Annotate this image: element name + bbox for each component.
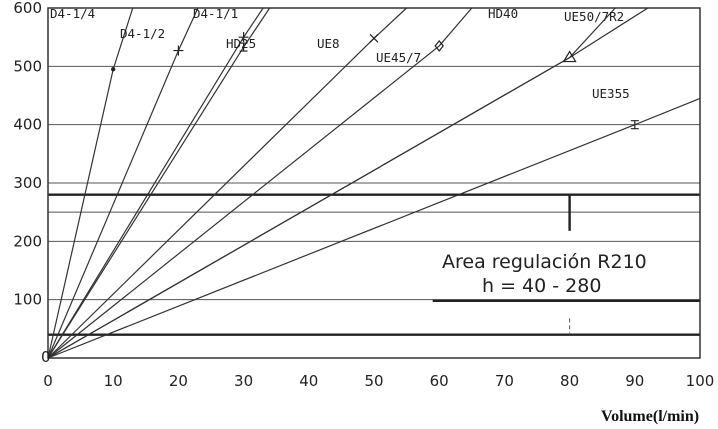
- marker-8: [630, 120, 639, 130]
- area-range: h = 40 - 280: [482, 275, 601, 297]
- series-line-7: [47, 7, 649, 359]
- x-tick-80: 80: [560, 372, 579, 390]
- x-tick-90: 90: [625, 372, 644, 390]
- x-tick-20: 20: [169, 372, 188, 390]
- x-tick-70: 70: [495, 372, 514, 390]
- x-tick-50: 50: [364, 372, 383, 390]
- y-tick-600: 600: [13, 0, 42, 17]
- y-tick-400: 400: [13, 116, 42, 134]
- series-markers: [111, 32, 639, 130]
- marker-5: [434, 39, 444, 52]
- series-label-3: HD25: [226, 36, 256, 51]
- series-label-4: UE8: [317, 36, 340, 51]
- marker-3: [239, 42, 248, 52]
- y-tick-labels: 100 200 300 400 500 600: [13, 0, 42, 309]
- x-tick-60: 60: [430, 372, 449, 390]
- plot-frame: [47, 7, 701, 359]
- series-label-2: D4-1/1: [193, 6, 238, 21]
- marker-4: [369, 33, 379, 43]
- y-tick-500: 500: [13, 57, 42, 75]
- regulation-band: [48, 193, 700, 336]
- series-label-8: UE355: [592, 86, 630, 101]
- y-tick-300: 300: [13, 174, 42, 192]
- marker-0: [111, 67, 116, 72]
- marker-7: [562, 50, 577, 63]
- series-label-7: UE50/7R2: [564, 9, 624, 24]
- x-axis-label: Volume(l/min): [601, 408, 699, 425]
- series-label-5: UE45/7: [376, 50, 421, 65]
- marker-2: [238, 32, 249, 43]
- x-tick-labels: 0 10 20 30 40 50 60 70 80 90 100: [43, 372, 714, 390]
- series-labels: D4-1/4 D4-1/2 D4-1/1 HD25 UE8 UE45/7 HD40 UE50/…: [50, 6, 630, 101]
- series-line-5: [47, 7, 473, 359]
- y-tick-100: 100: [13, 291, 42, 309]
- origin-mark: 0: [41, 348, 51, 366]
- series-label-1: D4-1/2: [120, 26, 165, 41]
- series-label-6: HD40: [488, 6, 518, 21]
- series-line-8: [47, 97, 701, 359]
- x-tick-0: 0: [43, 372, 53, 390]
- x-tick-100: 100: [686, 372, 715, 390]
- y-tick-200: 200: [13, 232, 42, 250]
- area-title: Area regulación R210: [442, 251, 647, 273]
- x-tick-30: 30: [234, 372, 253, 390]
- x-tick-40: 40: [299, 372, 318, 390]
- marker-1: [173, 45, 184, 56]
- x-tick-10: 10: [104, 372, 123, 390]
- series-label-0: D4-1/4: [50, 6, 95, 21]
